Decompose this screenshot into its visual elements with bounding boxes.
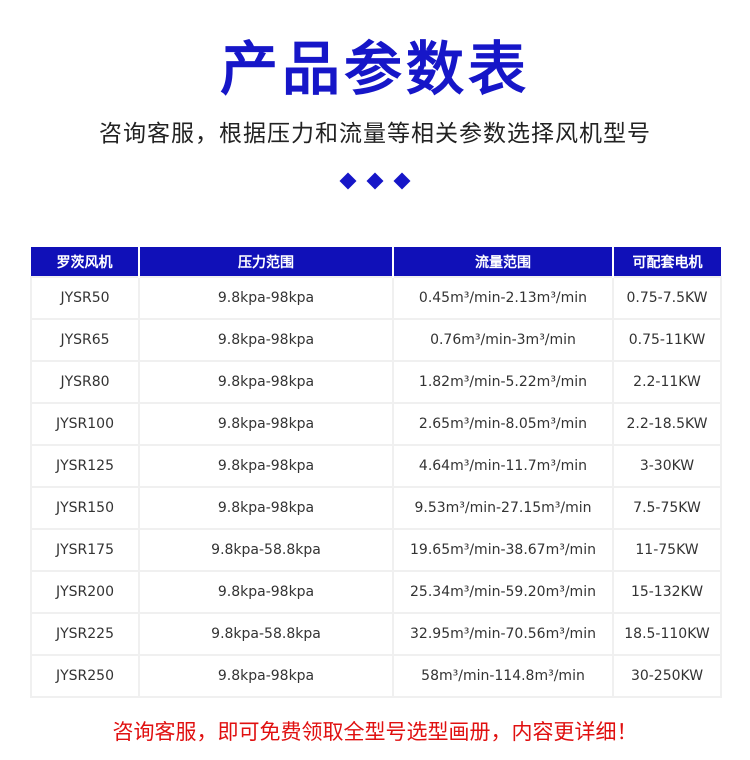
subtitle: 咨询客服，根据压力和流量等相关参数选择风机型号: [99, 121, 651, 147]
header-model: 罗茨风机: [31, 247, 139, 277]
cell-flow: 19.65m³/min-38.67m³/min: [392, 528, 614, 572]
cell-pressure: 9.8kpa-58.8kpa: [138, 612, 394, 656]
cell-motor: 30-250KW: [612, 654, 722, 698]
page-title: 产品参数表: [219, 35, 530, 103]
table-row: JYSR250 9.8kpa-98kpa 58m³/min-114.8m³/min 3…: [30, 654, 722, 698]
cell-flow: 25.34m³/min-59.20m³/min: [392, 570, 614, 614]
cell-flow: 58m³/min-114.8m³/min: [392, 654, 614, 698]
cell-motor: 15-132KW: [612, 570, 722, 614]
table-row: JYSR125 9.8kpa-98kpa 4.64m³/min-11.7m³/min…: [30, 444, 722, 488]
cell-model: JYSR225: [30, 612, 140, 656]
table-row: JYSR200 9.8kpa-98kpa 25.34m³/min-59.20m³/m…: [30, 570, 722, 614]
cell-pressure: 9.8kpa-98kpa: [138, 360, 394, 404]
diamond-icon: [339, 172, 357, 190]
table-row: JYSR65 9.8kpa-98kpa 0.76m³/min-3m³/min 0.75…: [30, 318, 722, 362]
cell-flow: 32.95m³/min-70.56m³/min: [392, 612, 614, 656]
cell-model: JYSR175: [30, 528, 140, 572]
cell-motor: 3-30KW: [612, 444, 722, 488]
table-row: JYSR150 9.8kpa-98kpa 9.53m³/min-27.15m³/mi…: [30, 486, 722, 530]
footer-note: 咨询客服，即可免费领取全型号选型画册，内容更详细！: [112, 720, 638, 744]
diamond-icon: [366, 172, 384, 190]
cell-pressure: 9.8kpa-98kpa: [138, 444, 394, 488]
cell-motor: 0.75-11KW: [612, 318, 722, 362]
params-table: 罗茨风机 压力范围 流量范围 可配套电机 JYSR50 9.8kpa-98kpa 0…: [30, 247, 722, 698]
table-row: JYSR80 9.8kpa-98kpa 1.82m³/min-5.22m³/min 2…: [30, 360, 722, 404]
cell-pressure: 9.8kpa-98kpa: [138, 486, 394, 530]
cell-motor: 7.5-75KW: [612, 486, 722, 530]
cell-pressure: 9.8kpa-98kpa: [138, 654, 394, 698]
cell-model: JYSR50: [30, 276, 140, 320]
diamond-divider: [0, 172, 750, 190]
cell-motor: 18.5-110KW: [612, 612, 722, 656]
cell-model: JYSR65: [30, 318, 140, 362]
cell-model: JYSR125: [30, 444, 140, 488]
cell-model: JYSR80: [30, 360, 140, 404]
cell-flow: 0.76m³/min-3m³/min: [392, 318, 614, 362]
cell-pressure: 9.8kpa-58.8kpa: [138, 528, 394, 572]
table-row: JYSR225 9.8kpa-58.8kpa 32.95m³/min-70.56m³…: [30, 612, 722, 656]
cell-flow: 2.65m³/min-8.05m³/min: [392, 402, 614, 446]
cell-motor: 0.75-7.5KW: [612, 276, 722, 320]
cell-motor: 11-75KW: [612, 528, 722, 572]
header-pressure: 压力范围: [138, 247, 393, 277]
table-row: JYSR175 9.8kpa-58.8kpa 19.65m³/min-38.67m³…: [30, 528, 722, 572]
cell-flow: 0.45m³/min-2.13m³/min: [392, 276, 614, 320]
cell-flow: 9.53m³/min-27.15m³/min: [392, 486, 614, 530]
cell-pressure: 9.8kpa-98kpa: [138, 402, 394, 446]
cell-pressure: 9.8kpa-98kpa: [138, 318, 394, 362]
table-header: 罗茨风机 压力范围 流量范围 可配套电机: [31, 247, 721, 277]
table-row: JYSR100 9.8kpa-98kpa 2.65m³/min-8.05m³/min…: [30, 402, 722, 446]
cell-flow: 4.64m³/min-11.7m³/min: [392, 444, 614, 488]
cell-pressure: 9.8kpa-98kpa: [138, 570, 394, 614]
cell-model: JYSR250: [30, 654, 140, 698]
cell-model: JYSR200: [30, 570, 140, 614]
table-row: JYSR50 9.8kpa-98kpa 0.45m³/min-2.13m³/min 0…: [30, 276, 722, 320]
cell-pressure: 9.8kpa-98kpa: [138, 276, 394, 320]
cell-model: JYSR100: [30, 402, 140, 446]
diamond-icon: [393, 172, 411, 190]
cell-motor: 2.2-11KW: [612, 360, 722, 404]
cell-motor: 2.2-18.5KW: [612, 402, 722, 446]
cell-model: JYSR150: [30, 486, 140, 530]
cell-flow: 1.82m³/min-5.22m³/min: [392, 360, 614, 404]
header-motor: 可配套电机: [612, 247, 721, 277]
header-flow: 流量范围: [392, 247, 613, 277]
